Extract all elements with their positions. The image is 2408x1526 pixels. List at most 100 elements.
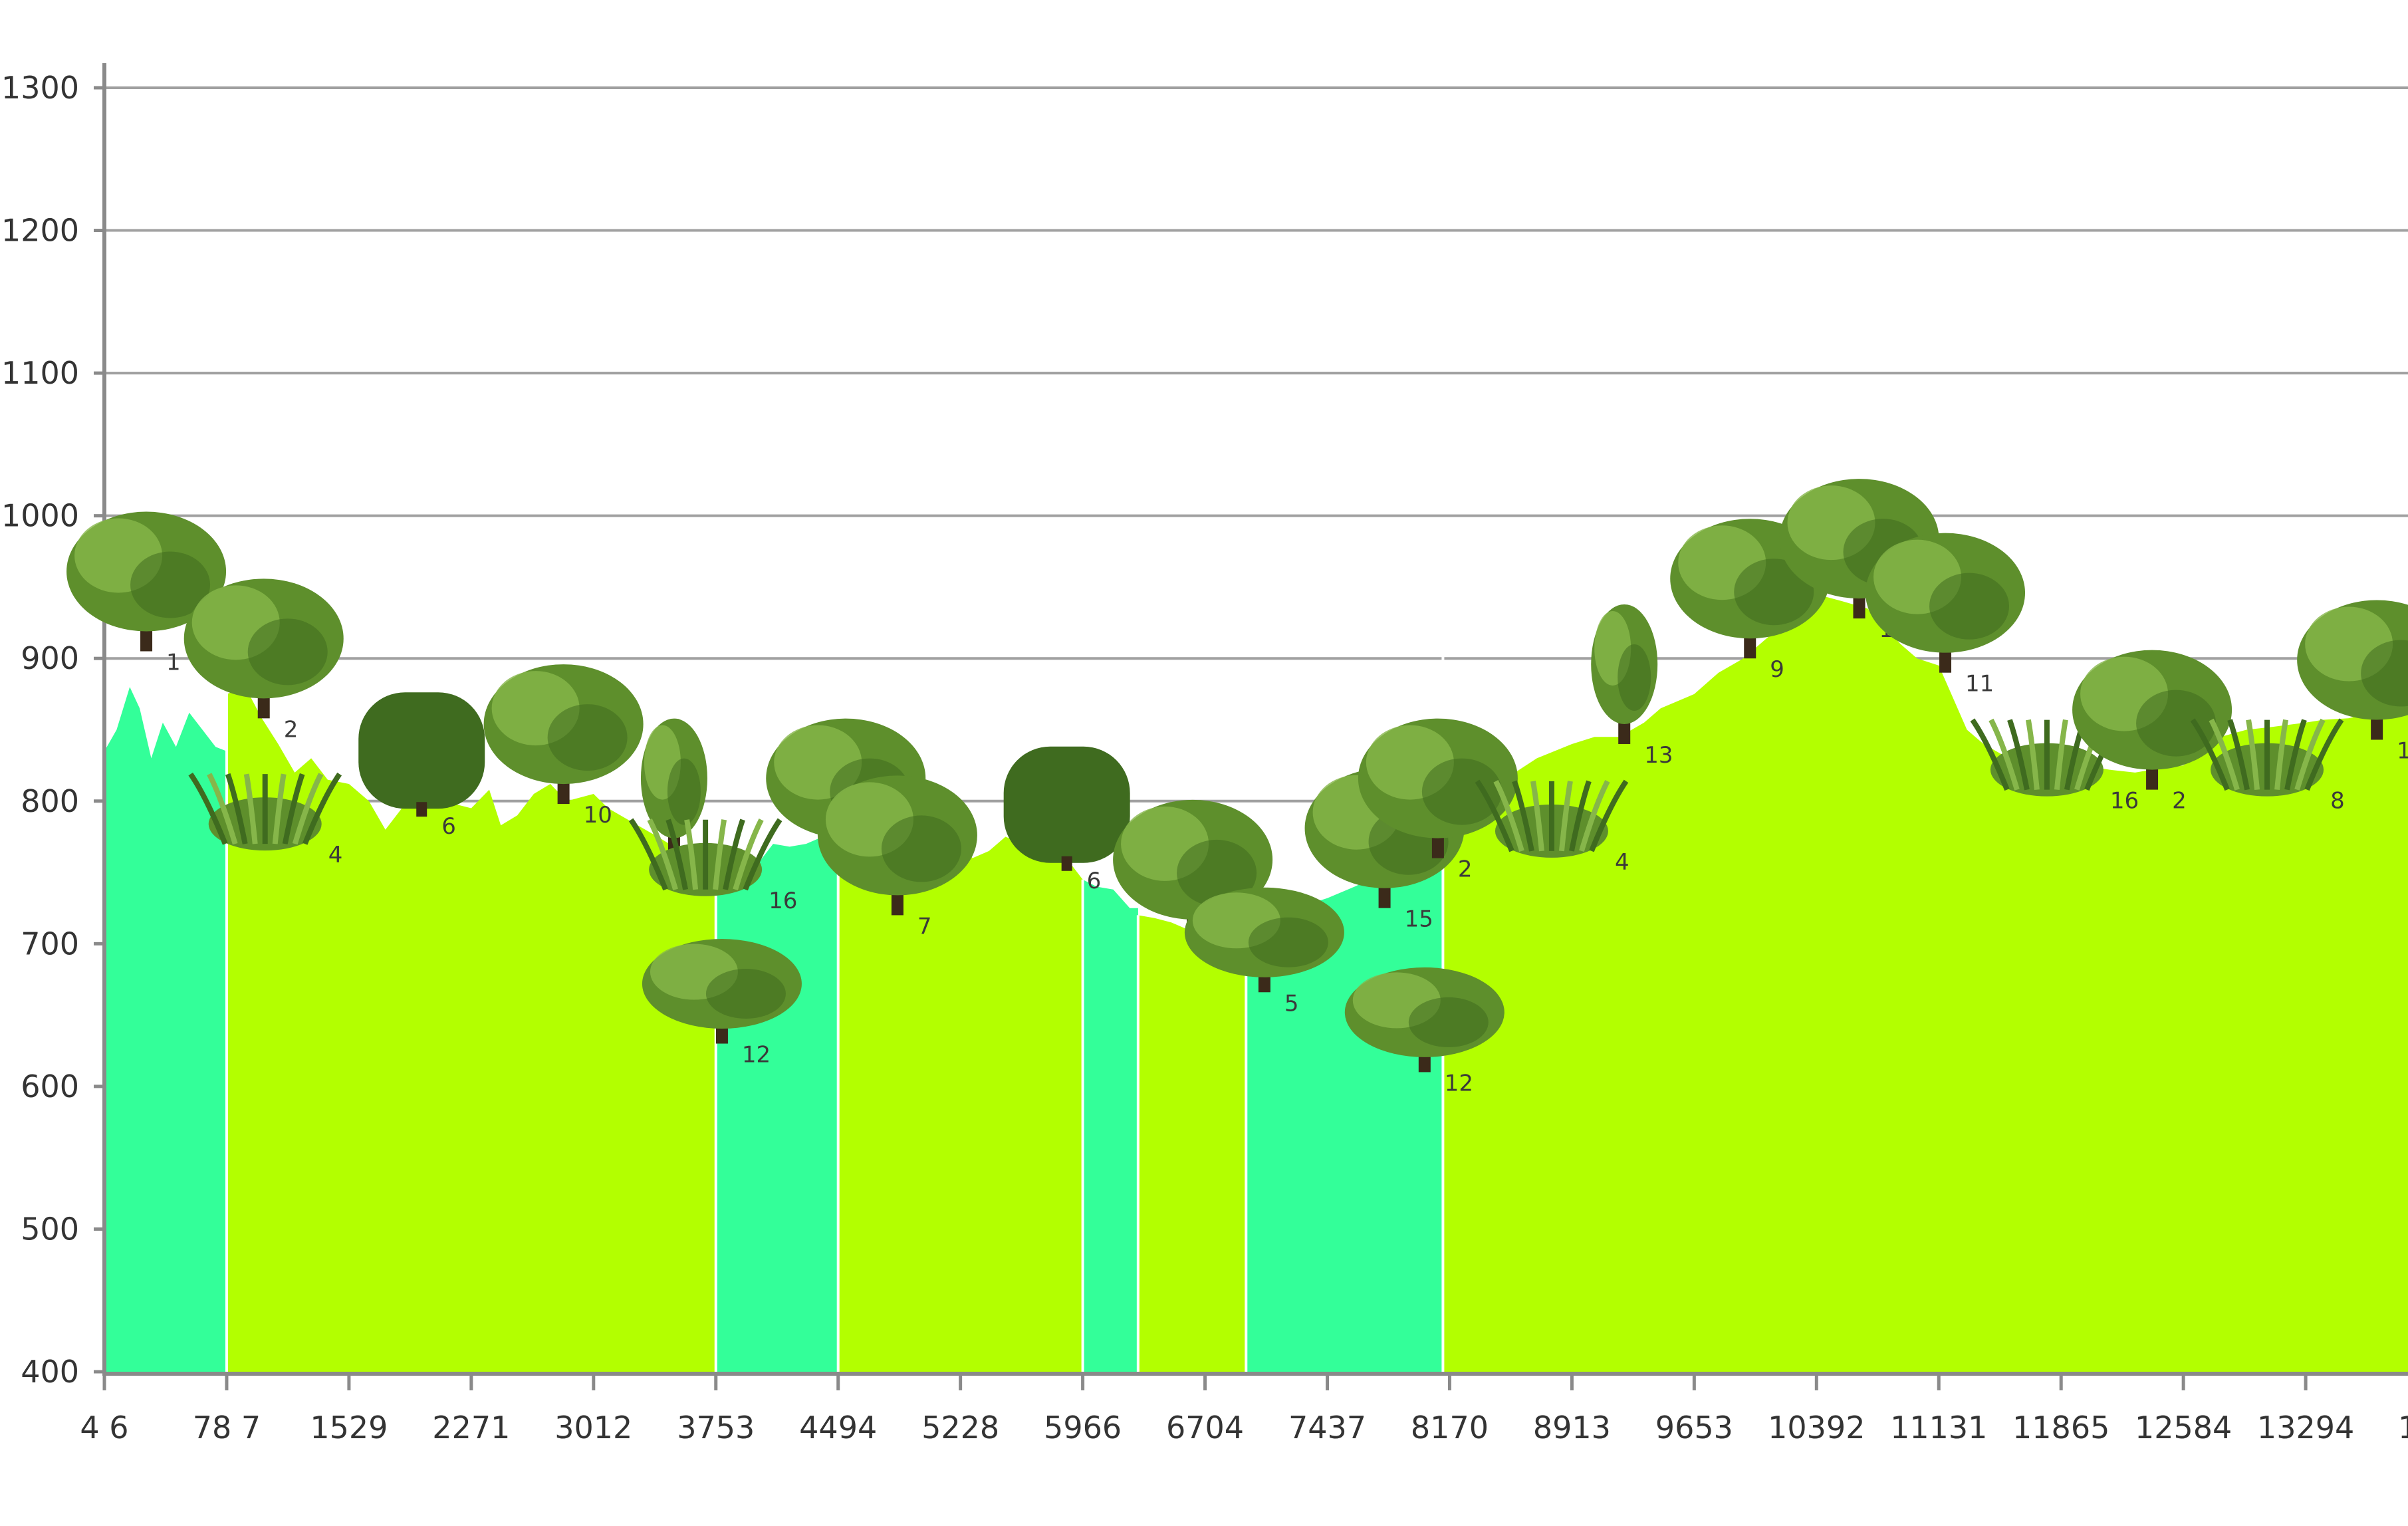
grass-blade <box>1512 780 1534 852</box>
plant-markers: 1246101416122761151512241391011162811 <box>66 479 2408 1096</box>
tree-canopy-shade <box>1248 917 1328 967</box>
x-tick-label: 5966 <box>1044 1410 1122 1446</box>
x-tick-label: 1529 <box>310 1410 388 1446</box>
grass-blade <box>2025 719 2040 791</box>
plant-marker: 2 <box>1358 718 1518 883</box>
x-tick-label: 5228 <box>921 1410 999 1446</box>
x-tick-label: 9653 <box>1655 1410 1733 1446</box>
y-tick-label: 800 <box>21 783 79 819</box>
plant-marker: 11 <box>1113 799 1273 964</box>
plant-marker: 1 <box>66 511 227 676</box>
grass-blade <box>1569 780 1592 852</box>
grass-blade <box>292 773 324 845</box>
grass-blade <box>1988 718 2020 791</box>
grass-blade <box>1558 781 1573 852</box>
grass-blade <box>743 818 783 891</box>
water-segment <box>104 687 227 1372</box>
tree-canopy-shade <box>2136 690 2217 757</box>
grass-blade <box>188 772 228 845</box>
grass-blade <box>207 773 238 845</box>
x-tick-label: 13294 <box>2257 1410 2354 1446</box>
tree-canopy-shade <box>130 551 211 618</box>
tree-canopy-shade <box>705 969 786 1019</box>
tree-canopy-shade <box>1618 644 1651 711</box>
land-segment <box>838 829 1083 1372</box>
grass-blade <box>665 819 689 890</box>
plant-number-label: 4 <box>328 842 343 868</box>
land-segment <box>1138 915 1247 1372</box>
grass-blade <box>243 773 258 844</box>
plant-number-label: 11 <box>2397 738 2408 765</box>
grass-blade <box>1970 718 2010 791</box>
plant-number-label: 11 <box>1965 671 1994 698</box>
grass-blade <box>2209 718 2240 791</box>
plant-number-label: 15 <box>1405 906 1433 933</box>
plant-number-label: 4 <box>1615 849 1629 876</box>
plant-number-label: 12 <box>1445 1070 1473 1096</box>
y-tick-labels: 400 500 600 700 800 900 1000 1100 1200 1300 <box>1 70 79 1390</box>
tree-canopy-shade <box>547 704 628 771</box>
grass-blade <box>282 773 305 844</box>
plant-marker: 6 <box>1003 746 1130 894</box>
plant-number-label: 16 <box>769 888 797 914</box>
grass-blade <box>1493 780 1524 852</box>
grass-blade <box>1589 779 1629 852</box>
grass-blade <box>2007 719 2030 791</box>
x-tick-label: 6704 <box>1166 1410 1244 1446</box>
y-tick-label: 700 <box>21 926 79 961</box>
grass-blade <box>1579 780 1610 852</box>
tree-canopy-shade <box>881 815 961 882</box>
plant-marker: 16 <box>628 818 797 914</box>
land-segment <box>1443 594 2408 1372</box>
plant-marker: 14 <box>640 718 723 883</box>
plant-marker: 5 <box>1184 887 1344 1017</box>
plant-number-label: 2 <box>284 716 299 743</box>
plant-number-label: 6 <box>441 813 456 840</box>
plant-number-label: 12 <box>742 1042 771 1069</box>
y-tick-label: 1100 <box>1 355 79 391</box>
y-tick-label: 1000 <box>1 498 79 534</box>
profile-areas <box>103 594 2408 1372</box>
tree-canopy-shade <box>1177 839 1257 906</box>
tree-canopy-shade <box>1408 997 1489 1047</box>
water-segment <box>1082 879 1138 1372</box>
plant-marker: 8 <box>2190 718 2345 815</box>
tree-canopy-shade <box>667 758 701 825</box>
x-tick-labels: 4 6 78 7 1529 2271 3012 3753 4494 5228 5966 6704 7… <box>80 1410 2408 1446</box>
grass-blade <box>272 773 287 844</box>
x-tick-label: 8170 <box>1411 1410 1489 1446</box>
plant-number-label: 2 <box>2172 788 2187 815</box>
grass-blade <box>2054 719 2068 791</box>
grass-blade <box>2294 718 2326 791</box>
y-tick-label: 900 <box>21 640 79 676</box>
plant-marker: 12 <box>1344 967 1505 1096</box>
grass-blade <box>647 818 678 890</box>
plant-marker: 11 <box>1866 533 2026 698</box>
grass-blade <box>713 819 727 890</box>
plant-marker: 2 <box>183 578 344 743</box>
plant-marker: 12 <box>642 939 802 1069</box>
y-tick-label: 600 <box>21 1069 79 1104</box>
shrub-trunk <box>1061 856 1072 871</box>
grass-blade <box>2190 718 2230 791</box>
plant-marker: 11 <box>2297 600 2408 765</box>
grass-blade <box>2246 719 2260 791</box>
plant-number-label: 6 <box>1087 868 1102 894</box>
x-tick-label: 4 6 <box>80 1410 128 1446</box>
tree-canopy-shade <box>2361 640 2408 707</box>
x-tick-label: 14026 <box>2398 1410 2408 1446</box>
plant-number-label: 2 <box>1458 856 1473 883</box>
y-tick-label: 1200 <box>1 213 79 249</box>
plant-number-label: 1 <box>166 649 181 676</box>
grass-blade <box>1475 779 1514 852</box>
plant-number-label: 16 <box>2110 788 2139 815</box>
x-tick-label: 3753 <box>677 1410 755 1446</box>
hedge-shrub-icon <box>358 692 485 809</box>
grass-blade <box>628 818 668 891</box>
plant-number-label: 8 <box>2330 788 2345 815</box>
plant-number-label: 13 <box>1644 742 1673 769</box>
grass-blade <box>723 819 745 890</box>
x-tick-label: 10392 <box>1768 1410 1865 1446</box>
plant-marker: 7 <box>817 775 977 940</box>
